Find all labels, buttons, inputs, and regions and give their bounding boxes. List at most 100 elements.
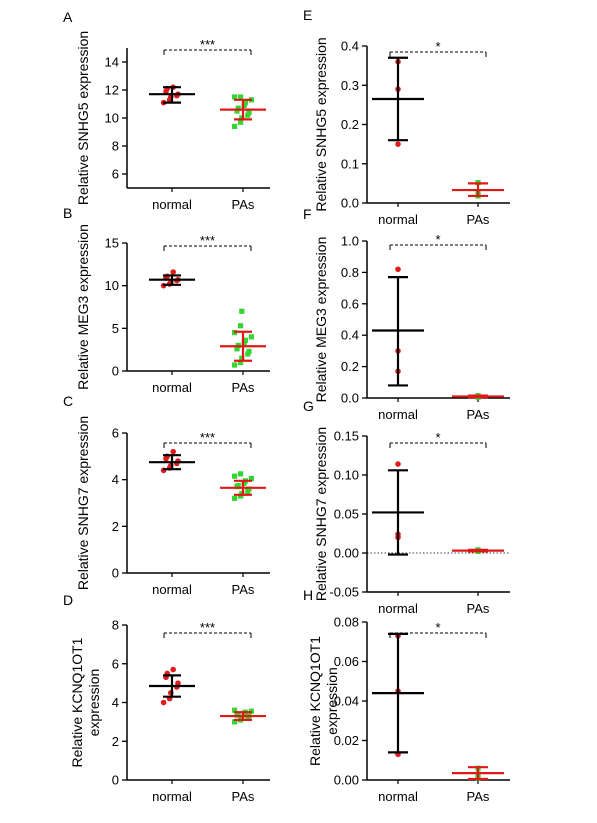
data-point-pas: [248, 334, 254, 340]
y-tick-label: 0.2: [341, 359, 359, 374]
panel-letter: F: [303, 206, 312, 222]
y-tick-label: 0.2: [341, 117, 359, 132]
x-category-label: normal: [378, 789, 418, 804]
data-point-normal: [395, 461, 401, 467]
data-point-pas: [234, 346, 240, 352]
panel-letter: A: [63, 9, 73, 25]
data-point-pas: [238, 119, 244, 125]
x-category-label: PAs: [232, 582, 255, 597]
data-point-pas: [232, 495, 238, 501]
y-tick-label: 0.0: [341, 196, 359, 211]
y-tick-label: 0.3: [341, 78, 359, 93]
significance-label: ***: [200, 233, 215, 248]
y-tick-label: 0: [112, 566, 119, 581]
data-point-pas: [232, 94, 238, 100]
data-point-pas: [232, 473, 238, 479]
significance-label: ***: [200, 37, 215, 52]
data-point-pas: [232, 719, 238, 725]
x-category-label: normal: [152, 582, 192, 597]
significance-label: ***: [200, 620, 215, 635]
y-axis-label: Relative KCNQ1OT1expression: [69, 637, 102, 767]
panel-letter: D: [63, 592, 73, 608]
y-tick-label: 10: [105, 111, 119, 126]
y-tick-label: 0.08: [334, 615, 359, 630]
y-tick-label: 0.1: [341, 156, 359, 171]
data-point-pas: [246, 109, 252, 115]
significance-label: ***: [200, 430, 215, 445]
x-category-label: normal: [378, 601, 418, 616]
data-point-pas: [238, 94, 244, 100]
data-point-pas: [246, 348, 252, 354]
y-tick-label: 0.04: [334, 694, 359, 709]
panel-d: D 0 2 4 6 8 Relative KCNQ1OT1expression normal P…: [63, 592, 270, 804]
data-point-pas: [242, 100, 248, 106]
y-axis-label-line: Relative KCNQ1OT1: [307, 636, 323, 766]
x-category-label: normal: [152, 380, 192, 395]
y-axis-label: Relative SNHG7 expression: [313, 427, 329, 601]
y-tick-label: 6: [112, 656, 119, 671]
y-tick-label: 0.0: [341, 391, 359, 406]
y-tick-label: 0: [112, 364, 119, 379]
y-tick-label: 0.00: [334, 546, 359, 561]
y-tick-label: 0.8: [341, 265, 359, 280]
data-point-pas: [248, 475, 254, 482]
y-axis-label: Relative MEG3 expression: [75, 224, 91, 390]
panel-letter: C: [63, 393, 73, 409]
data-point-pas: [232, 362, 238, 368]
data-point-pas: [239, 308, 245, 314]
data-point-pas: [245, 112, 251, 118]
x-category-label: PAs: [467, 601, 490, 616]
data-point-pas: [241, 102, 247, 108]
y-tick-label: 0: [112, 773, 119, 788]
data-point-pas: [235, 105, 241, 111]
x-category-label: PAs: [467, 407, 490, 422]
y-axis-label: Relative KCNQ1OT1expression: [307, 636, 340, 766]
panel-f: F 0.0 0.2 0.4 0.6 0.8 1.0 Relative MEG3 express…: [303, 206, 510, 422]
y-tick-label: 2: [112, 734, 119, 749]
x-category-label: PAs: [467, 212, 490, 227]
panel-g: G -0.05 0.00 0.05 0.10 0.15 Relative SNHG7 exp…: [303, 398, 510, 616]
y-tick-label: 0.05: [334, 507, 359, 522]
y-tick-label: 10: [105, 278, 119, 293]
data-point-pas: [239, 355, 245, 361]
data-point-normal: [175, 680, 181, 686]
data-point-pas: [238, 323, 244, 329]
y-tick-label: 8: [112, 618, 119, 633]
data-point-normal: [395, 266, 401, 273]
data-point-normal: [160, 699, 167, 706]
x-category-label: normal: [378, 407, 418, 422]
y-tick-label: 4: [112, 472, 119, 487]
data-point-pas: [242, 337, 248, 343]
y-tick-label: 0.4: [341, 39, 359, 54]
x-category-label: PAs: [232, 789, 255, 804]
y-tick-label: 5: [112, 321, 119, 336]
data-point-pas: [238, 471, 244, 477]
data-point-pas: [232, 707, 238, 713]
y-axis-label-line: expression: [86, 669, 102, 737]
y-tick-label: 14: [105, 55, 119, 70]
y-tick-label: 0.6: [341, 296, 359, 311]
panel-c: C 0 2 4 6 Relative SNHG7 expression normal PAs *…: [63, 393, 270, 597]
y-tick-label: 0.4: [341, 328, 359, 343]
y-tick-label: 6: [112, 426, 119, 441]
y-tick-label: -0.05: [329, 585, 359, 600]
significance-label: *: [435, 39, 440, 54]
y-axis-label: Relative SNHG5 expression: [313, 37, 329, 211]
y-tick-label: 2: [112, 519, 119, 534]
x-category-label: PAs: [467, 789, 490, 804]
y-tick-label: 0.02: [334, 733, 359, 748]
y-tick-label: 0.15: [334, 429, 359, 444]
significance-label: *: [435, 430, 440, 445]
panel-e: E 0.0 0.1 0.2 0.3 0.4 Relative SNHG5 expressio…: [303, 7, 510, 227]
data-point-pas: [235, 711, 241, 717]
y-axis-label-line: Relative KCNQ1OT1: [69, 637, 85, 767]
data-point-pas: [235, 482, 241, 489]
y-tick-label: 6: [112, 167, 119, 182]
y-tick-label: 1.0: [341, 234, 359, 249]
data-point-pas: [238, 359, 244, 366]
y-axis-label: Relative MEG3 expression: [313, 237, 329, 403]
x-category-label: PAs: [232, 380, 255, 395]
panel-b: B 0 5 10 15 Relative MEG3 expression normal PAs…: [63, 205, 270, 395]
y-tick-label: 12: [105, 83, 119, 98]
